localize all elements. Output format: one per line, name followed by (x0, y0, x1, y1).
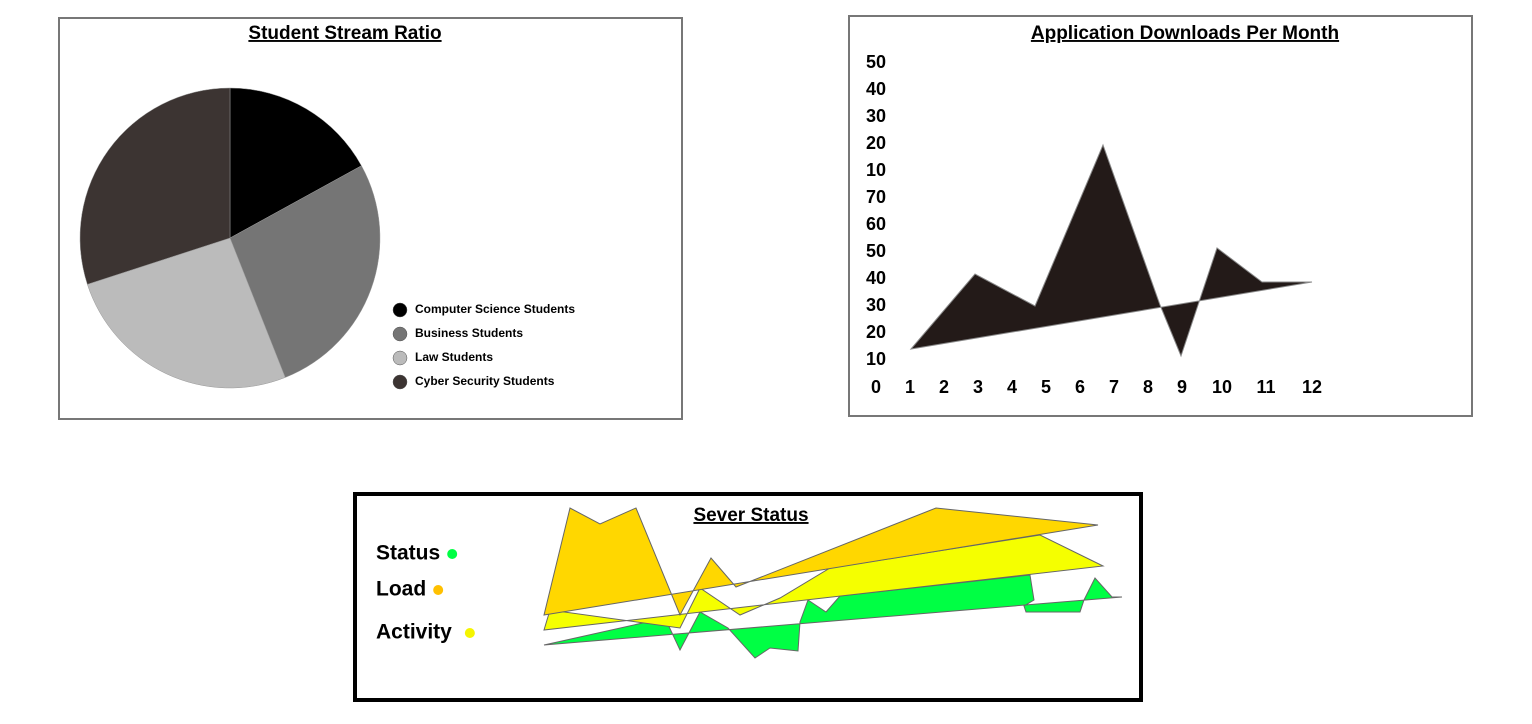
legend-label: Law Students (415, 350, 493, 364)
y-label: 10 (866, 349, 886, 369)
y-label: 40 (866, 79, 886, 99)
server-title: Sever Status (693, 505, 808, 526)
pie (79, 87, 381, 389)
y-label: 70 (866, 187, 886, 207)
x-label: 9 (1177, 377, 1187, 397)
y-label: 50 (866, 52, 886, 72)
server-legend-dot (464, 628, 475, 638)
y-label: 50 (866, 241, 886, 261)
y-label: 20 (866, 133, 886, 153)
server-legend-label: Load (376, 578, 426, 601)
load-area (543, 507, 1099, 617)
pie-title: Student Stream Ratio (248, 23, 441, 44)
legend-dot (392, 374, 408, 390)
y-label: 60 (866, 214, 886, 234)
y-label: 0 (871, 377, 881, 397)
x-label: 8 (1143, 377, 1153, 397)
downloads-area (909, 143, 1313, 358)
x-label: 12 (1302, 377, 1322, 397)
legend-dot (392, 302, 408, 318)
x-label: 7 (1109, 377, 1119, 397)
x-label: 5 (1041, 377, 1051, 397)
y-label: 10 (866, 160, 886, 180)
x-label: 6 (1075, 377, 1085, 397)
activity-area (543, 534, 1105, 631)
y-label: 40 (866, 268, 886, 288)
x-label: 3 (973, 377, 983, 397)
x-label: 2 (939, 377, 949, 397)
x-label: 4 (1007, 377, 1017, 397)
legend-dot (392, 350, 408, 366)
x-label: 10 (1212, 377, 1232, 397)
pie-slice (87, 237, 286, 389)
legend-label: Business Students (415, 326, 523, 340)
server-legend-dot (447, 549, 458, 559)
server-legend-dot (433, 585, 444, 595)
y-label: 30 (866, 295, 886, 315)
pie-legend: Computer Science Students Business Studen… (392, 302, 575, 390)
status-area (543, 574, 1123, 659)
downloads-title: Application Downloads Per Month (1031, 23, 1339, 44)
legend-dot (392, 326, 408, 342)
pie-slice (79, 87, 231, 285)
pie-slice (229, 165, 381, 378)
x-label: 11 (1256, 377, 1275, 397)
y-label: 20 (866, 322, 886, 342)
legend-label: Computer Science Students (415, 302, 575, 316)
legend-label: Cyber Security Students (415, 374, 555, 388)
server-legend-label: Status (376, 542, 440, 565)
pie-slice (229, 87, 362, 239)
downloads-panel (848, 15, 1473, 417)
x-label: 1 (905, 377, 915, 397)
server-legend-label: Activity (376, 621, 452, 644)
server-legend: Status Load Activity (376, 542, 475, 644)
y-label: 30 (866, 106, 886, 126)
